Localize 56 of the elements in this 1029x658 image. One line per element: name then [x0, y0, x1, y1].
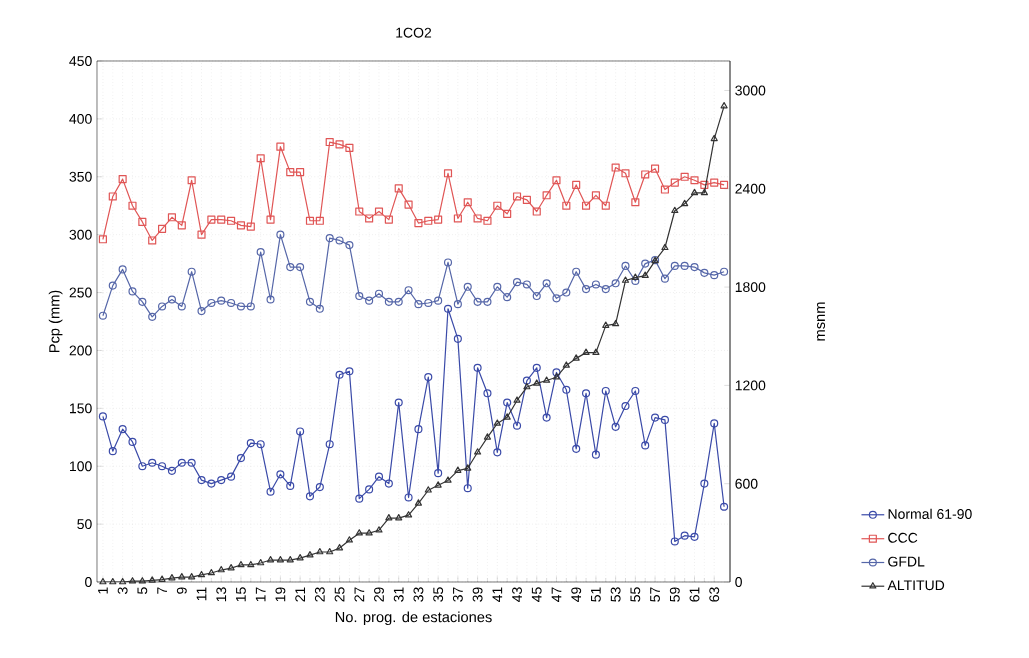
legend-label: GFDL: [888, 556, 925, 567]
x-tick-label: 37: [452, 587, 463, 602]
y2-tick-label: 0: [735, 577, 742, 587]
y2-axis-title: msnm: [817, 302, 826, 341]
x-tick-label: 35: [433, 587, 444, 602]
y2-tick-label: 600: [735, 478, 758, 489]
y2-tick-label: 2400: [735, 183, 766, 194]
x-tick-label: 1: [98, 587, 108, 594]
x-tick-label: 25: [334, 587, 345, 602]
y-tick-label: 250: [69, 287, 92, 298]
x-tick-label: 31: [393, 587, 404, 602]
y-tick-label: 150: [70, 403, 92, 414]
x-tick-label: 55: [630, 587, 641, 602]
y-tick-label: 0: [85, 577, 92, 587]
x-tick-label: 29: [374, 587, 384, 602]
y-tick-label: 400: [69, 113, 92, 124]
x-tick-label: 11: [196, 587, 207, 601]
y2-tick-label: 3000: [735, 85, 766, 96]
x-tick-label: 15: [236, 587, 246, 602]
y2-tick-label: 1200: [735, 380, 766, 391]
y-tick-label: 100: [70, 461, 92, 472]
x-tick-label: 17: [255, 587, 266, 602]
x-tick-label: 63: [709, 587, 720, 602]
x-tick-label: 39: [472, 587, 483, 602]
x-tick-label: 13: [216, 587, 227, 602]
x-tick-label: 27: [354, 587, 365, 602]
y-tick-label: 300: [69, 229, 92, 240]
y2-tick-label: 1800: [735, 282, 766, 293]
x-tick-label: 7: [157, 587, 167, 594]
x-tick-label: 49: [571, 587, 582, 602]
y-axis-title: Pcp (mm): [48, 290, 63, 353]
x-tick-label: 21: [295, 587, 305, 602]
legend-label: Normal 61-90: [888, 508, 972, 519]
x-tick-label: 51: [591, 587, 601, 602]
x-tick-label: 45: [531, 587, 542, 602]
x-tick-label: 57: [650, 587, 660, 602]
x-axis-title: No. prog. de estaciones: [335, 611, 492, 626]
x-tick-label: 43: [512, 587, 522, 602]
x-tick-label: 61: [689, 587, 700, 602]
x-tick-label: 9: [176, 587, 187, 594]
y-tick-label: 350: [69, 171, 92, 182]
x-tick-label: 19: [275, 587, 286, 602]
x-tick-label: 59: [669, 587, 680, 602]
x-tick-label: 47: [551, 587, 562, 602]
x-tick-label: 23: [314, 587, 325, 602]
x-tick-label: 5: [137, 587, 148, 594]
legend-label: ALTITUD: [887, 580, 945, 591]
x-tick-label: 53: [610, 587, 621, 602]
legend-label: CCC: [888, 532, 918, 543]
y-tick-label: 200: [69, 345, 92, 356]
x-tick-label: 33: [413, 587, 424, 602]
x-tick-label: 41: [492, 587, 503, 602]
y-tick-label: 450: [69, 56, 92, 66]
y-tick-label: 50: [77, 519, 92, 530]
x-tick-label: 3: [117, 587, 128, 594]
chart-title: 1CO2: [396, 27, 432, 38]
